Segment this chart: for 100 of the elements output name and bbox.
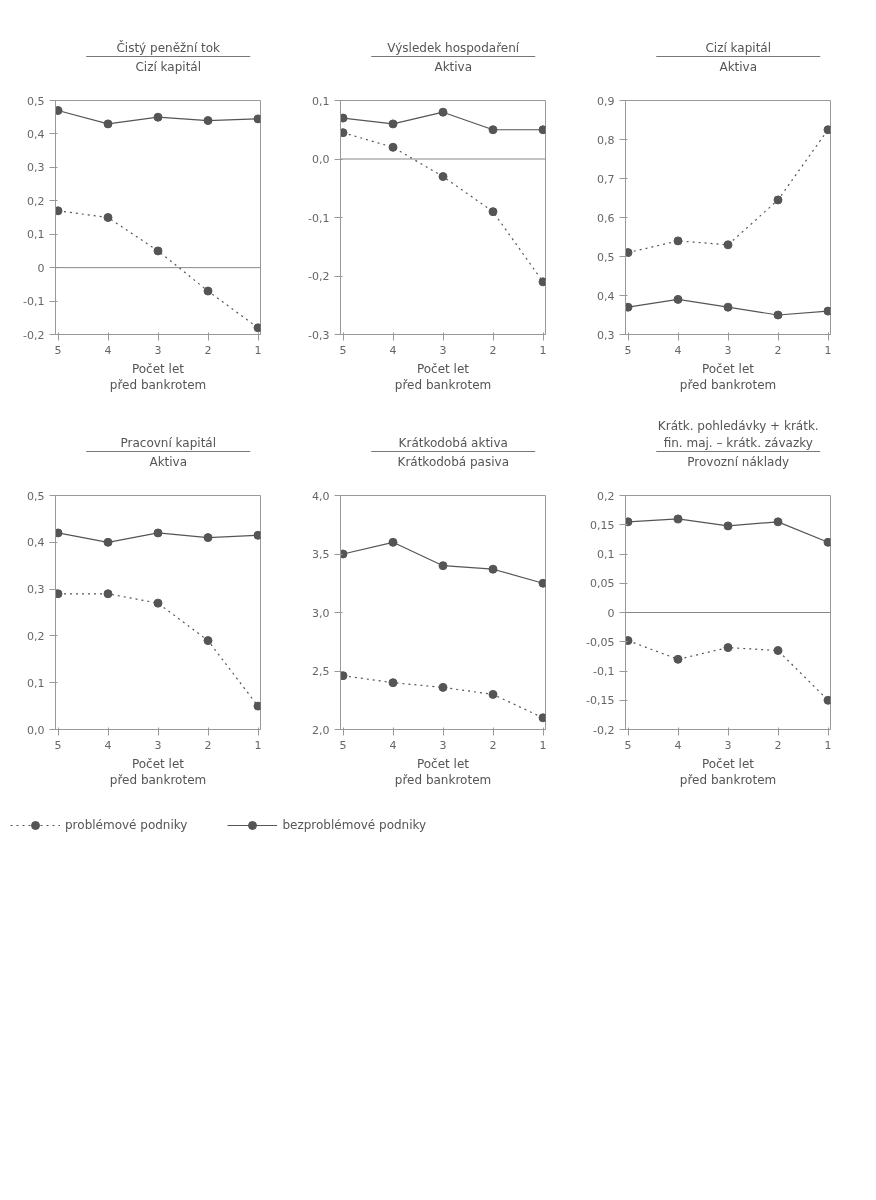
point	[538, 125, 546, 135]
chart-title: Čistý peněžní tok	[116, 39, 221, 55]
y-tick-label: 0,4	[597, 289, 615, 303]
x-tick-label: 4	[104, 343, 112, 357]
point	[773, 517, 783, 527]
point	[438, 561, 448, 571]
point	[625, 517, 633, 527]
point	[103, 213, 113, 222]
x-tick-label: 2	[774, 738, 782, 752]
y-tick-label: 0,1	[312, 94, 330, 108]
point	[673, 514, 683, 524]
point	[823, 537, 831, 547]
chart-subtitle: Aktiva	[719, 59, 758, 74]
x-tick-label: 1	[254, 738, 262, 752]
x-tick-label: 3	[154, 738, 162, 752]
y-tick-label: -0,2	[23, 328, 45, 342]
x-tick-label: 5	[624, 738, 632, 752]
point	[388, 537, 398, 547]
y-tick-label: -0,1	[23, 295, 45, 309]
y-tick-label: 2,0	[312, 723, 330, 737]
x-tick-label: 1	[539, 343, 547, 357]
point	[388, 119, 398, 129]
x-axis-title: Počet let před bankrotem	[679, 361, 777, 393]
point	[55, 206, 63, 216]
point	[625, 636, 633, 646]
point	[253, 323, 261, 333]
x-tick-label: 4	[389, 738, 397, 752]
y-tick-label: 0,4	[27, 127, 45, 141]
point	[340, 549, 348, 559]
y-tick-label: 0,5	[27, 94, 45, 108]
x-axis-title: Počet let před bankrotem	[394, 361, 492, 393]
point	[253, 114, 261, 124]
y-tick-label: 0,5	[27, 489, 45, 503]
y-tick-label: -0,1	[308, 211, 330, 225]
point	[538, 713, 546, 723]
point	[153, 598, 163, 608]
legend-label: bezproblémové podniky	[282, 818, 427, 832]
point	[673, 294, 683, 304]
y-tick-label: 3,5	[312, 548, 330, 561]
point	[55, 589, 63, 599]
point	[103, 589, 113, 599]
point	[203, 286, 213, 296]
x-tick-label: 2	[204, 738, 212, 752]
point	[823, 695, 831, 705]
point	[153, 112, 163, 122]
chart-title: Výsledek hospodaření	[387, 40, 520, 55]
y-tick-label: 0,8	[597, 133, 615, 147]
chart-title: Cizí kapitál	[705, 40, 772, 55]
point	[723, 240, 733, 250]
x-tick-label: 2	[489, 738, 497, 752]
point	[625, 302, 633, 312]
y-tick-label: 0,3	[597, 328, 615, 342]
point	[625, 248, 633, 258]
x-tick-label: 3	[154, 343, 162, 357]
y-tick-label: 0,05	[590, 577, 615, 591]
x-tick-label: 5	[339, 343, 347, 357]
point	[773, 195, 783, 205]
y-tick-label: 0,5	[597, 250, 615, 264]
point	[438, 172, 448, 182]
chart-title: Krátkodobá aktiva	[398, 435, 508, 450]
x-tick-label: 2	[774, 343, 782, 357]
x-tick-label: 5	[54, 738, 62, 752]
chart-subtitle: Aktiva	[434, 59, 473, 74]
point	[438, 682, 448, 692]
point	[55, 528, 63, 538]
point	[203, 533, 213, 543]
point	[153, 528, 163, 538]
point	[673, 236, 683, 246]
y-tick-label: -0,2	[593, 723, 615, 737]
y-tick-label: 0,0	[27, 723, 45, 737]
chart-subtitle: Krátkodobá pasiva	[397, 454, 509, 469]
x-tick-label: 5	[54, 343, 62, 357]
y-tick-label: 0,2	[597, 489, 615, 503]
y-tick-label: 0,2	[27, 629, 45, 643]
x-tick-label: 1	[824, 738, 832, 752]
y-tick-label: 0,3	[27, 583, 45, 597]
point	[203, 636, 213, 646]
y-tick-label: 0,1	[27, 228, 45, 242]
x-tick-label: 3	[724, 343, 732, 357]
point	[103, 537, 113, 547]
x-tick-label: 4	[674, 343, 682, 357]
x-tick-label: 4	[389, 343, 397, 357]
point	[488, 564, 498, 574]
y-tick-label: 0,1	[27, 676, 45, 690]
x-tick-label: 1	[254, 343, 262, 357]
y-tick-label: 0,7	[597, 172, 615, 186]
point	[253, 701, 261, 711]
point	[340, 113, 348, 123]
y-tick-label: 0,1	[597, 548, 615, 561]
y-tick-label: 0,9	[597, 94, 615, 108]
point	[55, 106, 63, 116]
point	[103, 119, 113, 129]
point	[823, 125, 831, 135]
point	[723, 302, 733, 312]
legend-label: problémové podniky	[65, 818, 188, 832]
chart-title: Krátk. pohledávky + krátk. fin. maj. – krátk. závazky	[657, 419, 819, 450]
point	[388, 142, 398, 152]
point	[340, 671, 348, 681]
point	[538, 277, 546, 287]
y-tick-label: 0,4	[27, 536, 45, 550]
